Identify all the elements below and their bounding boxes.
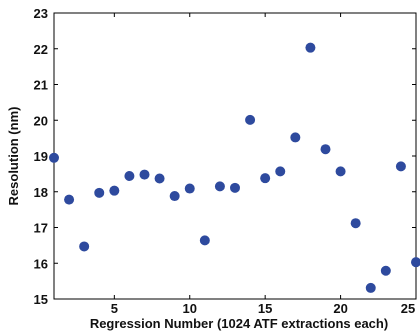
y-tick-label: 15 — [34, 292, 48, 307]
y-tick-label: 21 — [34, 78, 48, 93]
y-tick-label: 18 — [34, 185, 48, 200]
x-tick-label: 25 — [401, 301, 415, 316]
data-points — [49, 42, 420, 293]
data-point — [260, 173, 271, 184]
tick-labels: 5 10 15 20 25 15 16 17 18 19 20 21 22 23 — [34, 6, 416, 316]
axis-ticks — [54, 12, 417, 300]
data-point — [79, 241, 90, 252]
data-point — [305, 42, 316, 53]
y-axis-label: Resolution (nm) — [6, 107, 21, 206]
y-tick-label: 19 — [34, 149, 48, 164]
y-tick-label: 22 — [34, 42, 48, 57]
x-tick-label: 20 — [333, 301, 347, 316]
y-tick-label: 16 — [34, 256, 48, 271]
data-point — [214, 181, 225, 192]
data-point — [109, 185, 120, 196]
data-point — [380, 265, 391, 276]
data-point — [139, 169, 150, 180]
data-point — [199, 235, 210, 246]
data-point — [395, 161, 406, 172]
data-point — [350, 218, 361, 229]
data-point — [290, 132, 301, 143]
x-axis-label: Regression Number (1024 ATF extractions … — [90, 316, 388, 331]
data-point — [64, 194, 75, 205]
x-tick-label: 10 — [183, 301, 197, 316]
data-point — [49, 152, 59, 163]
data-point — [365, 282, 376, 293]
plot-frame — [53, 12, 417, 300]
data-point — [124, 171, 135, 182]
data-point — [184, 183, 195, 194]
data-point — [169, 191, 180, 202]
y-tick-label: 23 — [34, 6, 48, 21]
data-point — [320, 144, 331, 155]
y-tick-label: 20 — [34, 113, 48, 128]
x-tick-label: 15 — [258, 301, 272, 316]
data-point — [230, 182, 240, 193]
y-tick-label: 17 — [34, 221, 48, 236]
data-point — [245, 114, 256, 125]
data-point — [411, 257, 420, 268]
data-point — [94, 187, 105, 198]
x-tick-label: 5 — [111, 301, 118, 316]
data-point — [335, 166, 346, 177]
data-point — [154, 173, 165, 184]
data-point — [275, 166, 286, 177]
